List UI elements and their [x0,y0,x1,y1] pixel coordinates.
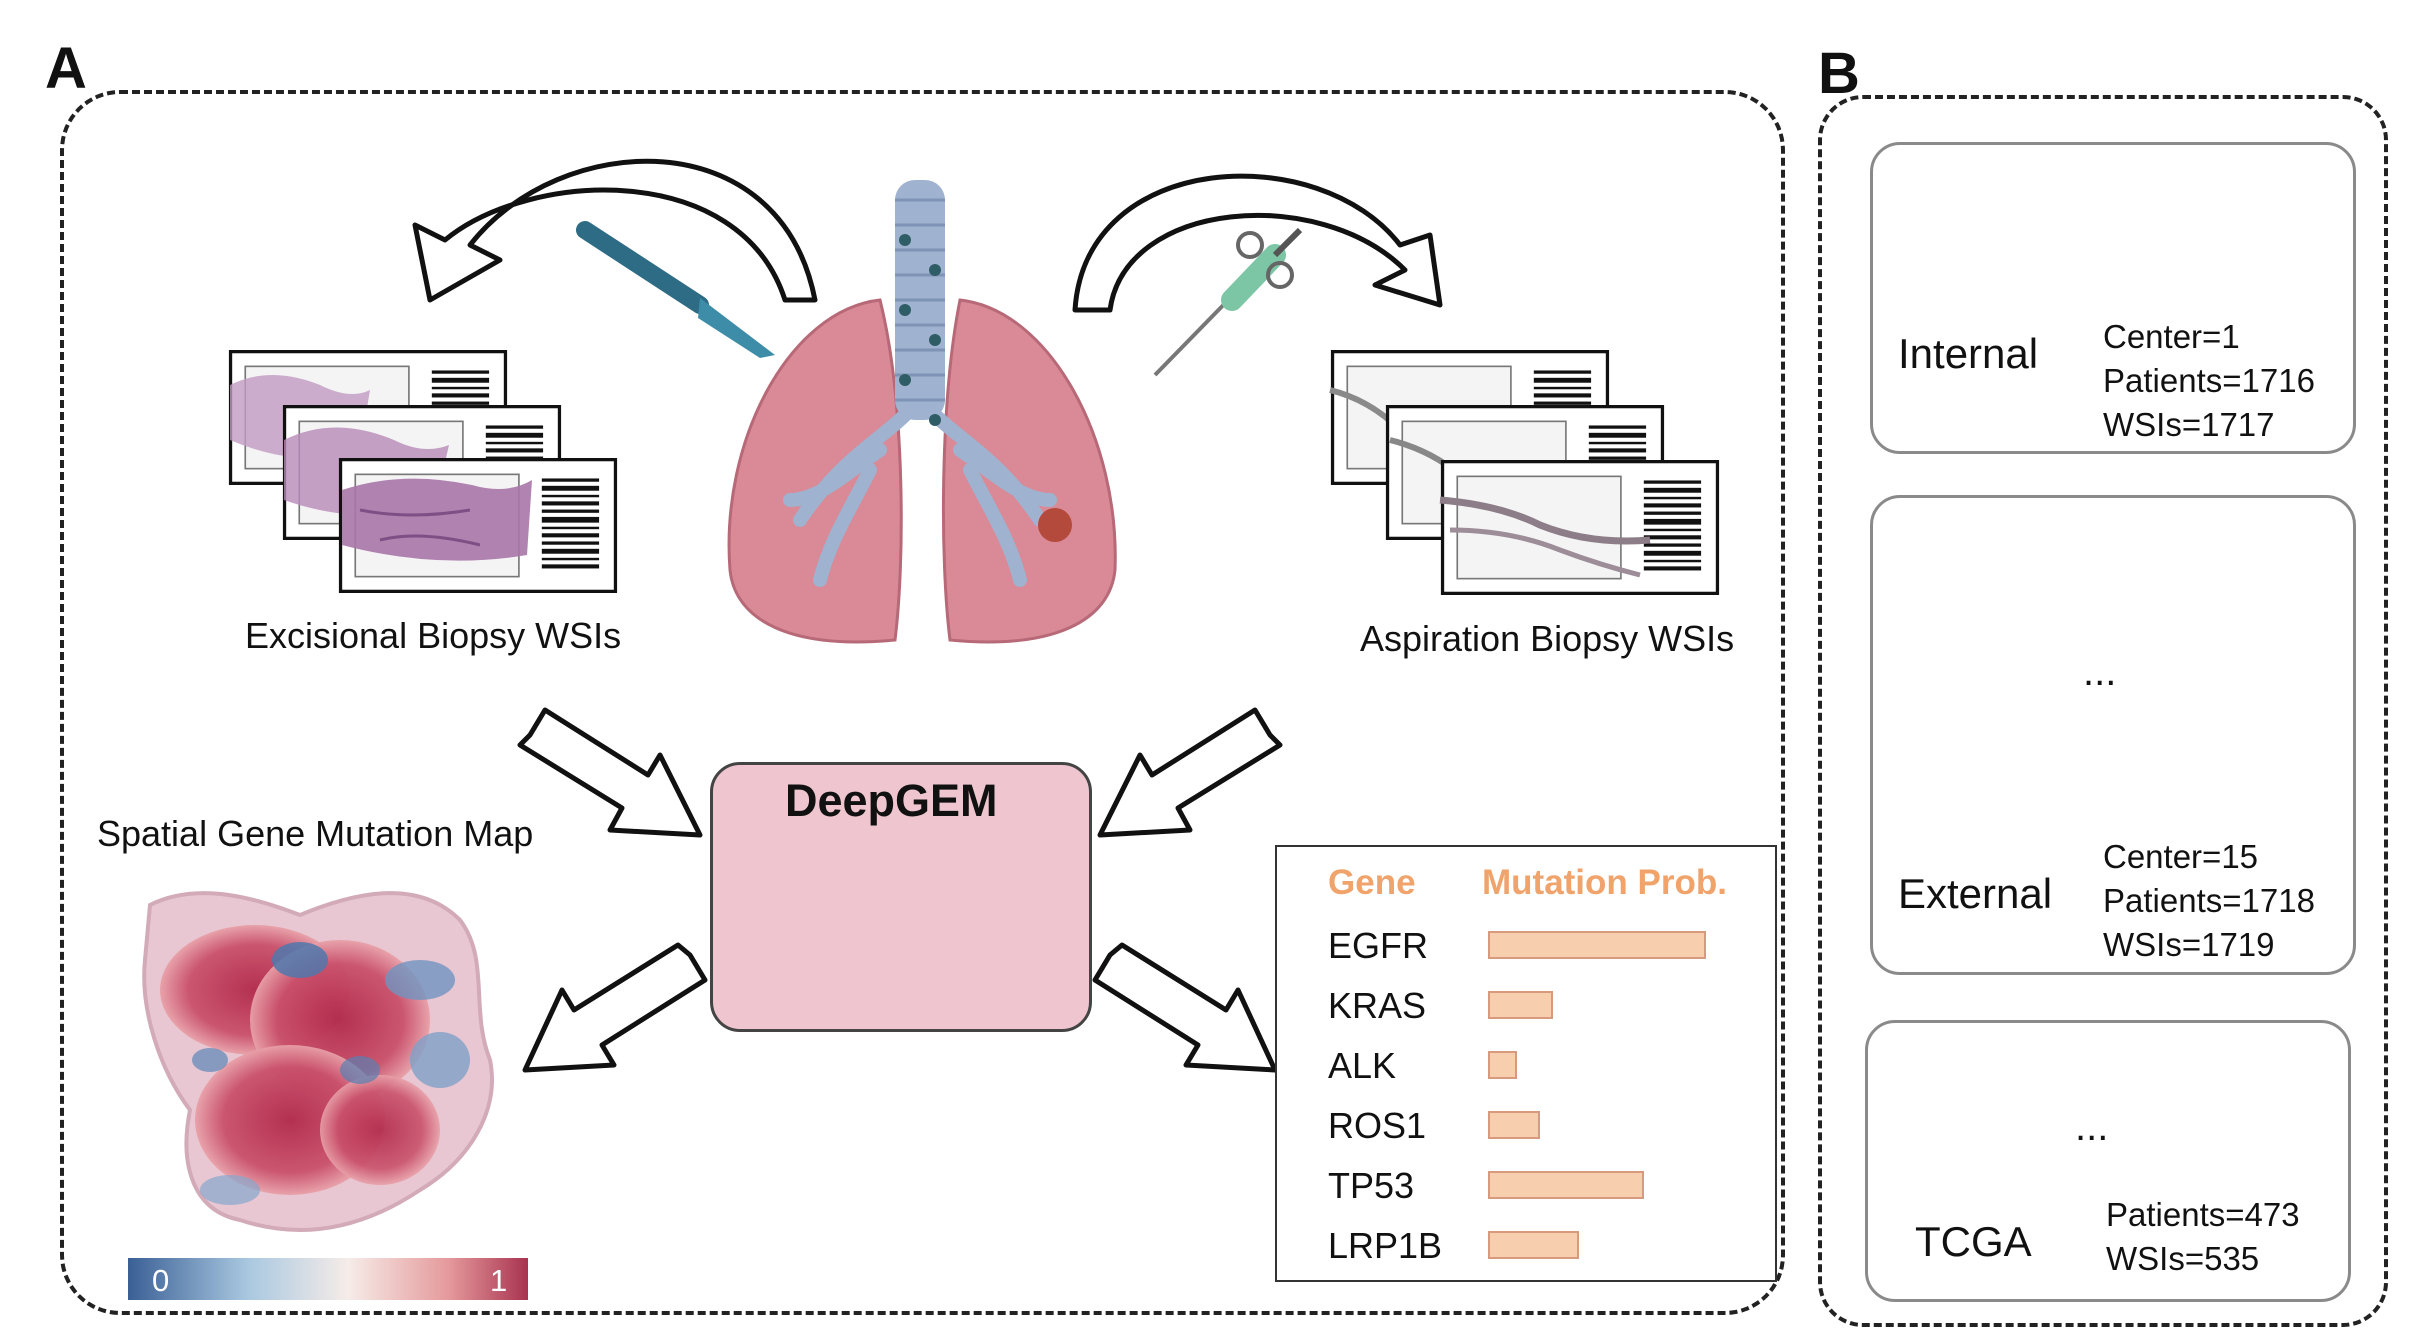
table-prob-bar-3 [1488,1111,1540,1139]
panel-a-frame [60,90,1785,1315]
colorbar-max-label: 1 [490,1263,508,1298]
tcga-wsis: WSIs=535 [2106,1240,2260,1277]
table-prob-bar-4 [1488,1171,1644,1199]
map-title: Spatial Gene Mutation Map [97,813,534,854]
excisional-slides [228,350,618,593]
external-wsis: WSIs=1719 [2103,926,2275,963]
table-gene-4: TP53 [1328,1165,1415,1206]
panel-a-letter: A [45,36,87,101]
tcga-ellipsis: ... [2075,1105,2109,1149]
table-gene-3: ROS1 [1328,1105,1427,1146]
table-prob-bar-2 [1488,1051,1517,1079]
model-name: DeepGEM [785,775,998,826]
scalpel-icon [576,221,775,358]
flow-arrows [517,707,1283,1073]
tcga-patients: Patients=473 [2106,1196,2300,1233]
panel-b-frame [1818,95,2388,1327]
aspiration-slides [1329,350,1720,595]
table-prob-bar-0 [1488,931,1706,959]
colorbar-min-label: 0 [152,1263,170,1298]
external-site-box [1870,495,2356,975]
colorbar [128,1258,528,1300]
table-gene-2: ALK [1328,1045,1397,1086]
panel-b-letter: B [1818,41,1860,106]
internal-site-box [1870,142,2356,454]
curved-arrows [412,158,1443,313]
external-label: External [1898,870,2053,917]
internal-wsis: WSIs=1717 [2103,406,2275,443]
table-gene-5: LRP1B [1328,1225,1443,1266]
aspiration-caption: Aspiration Biopsy WSIs [1360,618,1735,659]
internal-center: Center=1 [2103,318,2240,355]
table-gene-1: KRAS [1328,985,1427,1026]
internal-label: Internal [1898,330,2039,377]
excisional-caption: Excisional Biopsy WSIs [245,615,622,656]
external-ellipsis: ... [2083,650,2117,694]
table-prob-bar-5 [1488,1231,1579,1259]
external-patients: Patients=1718 [2103,882,2315,919]
lungs-icon [727,180,1117,644]
tcga-site-box [1865,1020,2351,1302]
table-header-prob: Mutation Prob. [1482,863,1727,902]
table-gene-0: EGFR [1328,925,1429,966]
external-center: Center=15 [2103,838,2259,875]
table-header-gene: Gene [1328,863,1416,902]
table-prob-bar-1 [1488,991,1553,1019]
tcga-label: TCGA [1915,1218,2032,1265]
model-box [710,762,1092,1032]
internal-patients: Patients=1716 [2103,362,2315,399]
syringe-icon [1153,227,1303,377]
spatial-mutation-map [142,891,494,1232]
mutation-table [1275,845,1777,1282]
